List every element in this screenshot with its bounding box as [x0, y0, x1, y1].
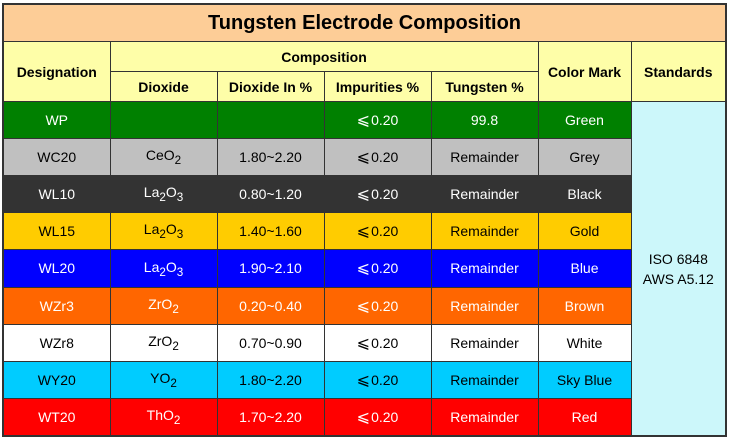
cell-dioxide-pct: 1.40~1.60 — [216, 212, 325, 251]
cell-tungsten: Remainder — [430, 286, 539, 325]
cell-designation: WL15 — [2, 212, 111, 251]
header-tungsten: Tungsten % — [430, 71, 539, 102]
header-designation: Designation — [2, 41, 111, 102]
cell-designation: WC20 — [2, 138, 111, 177]
cell-color-mark: Red — [537, 397, 632, 437]
composition-table: Tungsten Electrode Composition Designati… — [2, 3, 728, 437]
cell-dioxide-pct: 0.80~1.20 — [216, 175, 325, 214]
table-row: WZr3 ZrO2 0.20~0.40 ⩽0.20 Remainder Brown — [2, 286, 727, 325]
cell-dioxide-pct — [216, 100, 325, 140]
cell-dioxide: YO2 — [109, 360, 218, 399]
cell-dioxide-pct: 0.20~0.40 — [216, 286, 325, 325]
cell-tungsten: Remainder — [430, 175, 539, 214]
cell-tungsten: Remainder — [430, 249, 539, 288]
cell-impurities: ⩽0.20 — [323, 175, 432, 214]
table-row: WP ⩽0.20 99.8 Green ISO 6848 AWS A5.12 — [2, 100, 727, 437]
less-or-equal-icon: ⩽ — [356, 223, 371, 241]
less-or-equal-icon: ⩽ — [356, 297, 371, 315]
table-row: WL15 La2O3 1.40~1.60 ⩽0.20 Remainder Gold — [2, 212, 727, 251]
cell-dioxide: La2O3 — [109, 249, 218, 288]
header-color-mark: Color Mark — [537, 41, 632, 102]
less-or-equal-icon: ⩽ — [356, 408, 371, 426]
cell-impurities: ⩽0.20 — [323, 323, 432, 362]
table-title: Tungsten Electrode Composition — [2, 3, 727, 42]
cell-designation: WL10 — [2, 175, 111, 214]
cell-tungsten: Remainder — [430, 138, 539, 177]
header-composition: Composition — [109, 41, 539, 72]
cell-dioxide: CeO2 — [109, 138, 218, 177]
less-or-equal-icon: ⩽ — [356, 334, 371, 352]
cell-designation: WZr8 — [2, 323, 111, 362]
cell-dioxide: La2O3 — [109, 212, 218, 251]
cell-color-mark: Brown — [537, 286, 632, 325]
header-impurities: Impurities % — [323, 71, 432, 102]
cell-tungsten: 99.8 — [430, 100, 539, 140]
table-row: WT20 ThO2 1.70~2.20 ⩽0.20 Remainder Red — [2, 397, 727, 437]
cell-designation: WZr3 — [2, 286, 111, 325]
cell-color-mark: White — [537, 323, 632, 362]
table-row: WC20 CeO2 1.80~2.20 ⩽0.20 Remainder Grey — [2, 138, 727, 177]
header-standards: Standards — [630, 41, 727, 102]
cell-standards: ISO 6848 AWS A5.12 — [630, 101, 727, 437]
less-or-equal-icon: ⩽ — [356, 260, 371, 278]
cell-dioxide-pct: 1.70~2.20 — [216, 397, 325, 437]
cell-impurities: ⩽0.20 — [323, 249, 432, 288]
table-row: WY20 YO2 1.80~2.20 ⩽0.20 Remainder Sky Blue — [2, 360, 727, 399]
cell-dioxide-pct: 0.70~0.90 — [216, 323, 325, 362]
cell-impurities: ⩽0.20 — [323, 360, 432, 399]
cell-color-mark: Blue — [537, 249, 632, 288]
cell-dioxide-pct: 1.80~2.20 — [216, 360, 325, 399]
cell-impurities: ⩽0.20 — [323, 138, 432, 177]
less-or-equal-icon: ⩽ — [356, 149, 371, 167]
cell-impurities: ⩽0.20 — [323, 286, 432, 325]
less-or-equal-icon: ⩽ — [356, 112, 371, 130]
cell-dioxide: La2O3 — [109, 175, 218, 214]
cell-impurities: ⩽0.20 — [323, 397, 432, 437]
cell-dioxide-pct: 1.80~2.20 — [216, 138, 325, 177]
cell-designation: WL20 — [2, 249, 111, 288]
cell-dioxide-pct: 1.90~2.10 — [216, 249, 325, 288]
cell-designation: WT20 — [2, 397, 111, 437]
cell-color-mark: Green — [537, 100, 632, 140]
cell-color-mark: Grey — [537, 138, 632, 177]
cell-color-mark: Gold — [537, 212, 632, 251]
cell-tungsten: Remainder — [430, 212, 539, 251]
cell-color-mark: Black — [537, 175, 632, 214]
cell-tungsten: Remainder — [430, 360, 539, 399]
table-row: WZr8 ZrO2 0.70~0.90 ⩽0.20 Remainder White — [2, 323, 727, 362]
header-dioxide-pct: Dioxide In % — [216, 71, 325, 102]
cell-tungsten: Remainder — [430, 397, 539, 437]
cell-impurities: ⩽0.20 — [323, 100, 432, 140]
table-row: WL10 La2O3 0.80~1.20 ⩽0.20 Remainder Black — [2, 175, 727, 214]
less-or-equal-icon: ⩽ — [356, 186, 371, 204]
cell-designation: WY20 — [2, 360, 111, 399]
cell-dioxide: ZrO2 — [109, 323, 218, 362]
cell-tungsten: Remainder — [430, 323, 539, 362]
cell-dioxide: ThO2 — [109, 397, 218, 437]
table-row: WL20 La2O3 1.90~2.10 ⩽0.20 Remainder Blue — [2, 249, 727, 288]
cell-dioxide — [109, 100, 218, 140]
cell-designation: WP — [2, 100, 111, 140]
less-or-equal-icon: ⩽ — [356, 371, 371, 389]
cell-impurities: ⩽0.20 — [323, 212, 432, 251]
cell-dioxide: ZrO2 — [109, 286, 218, 325]
cell-color-mark: Sky Blue — [537, 360, 632, 399]
header-dioxide: Dioxide — [109, 71, 218, 102]
